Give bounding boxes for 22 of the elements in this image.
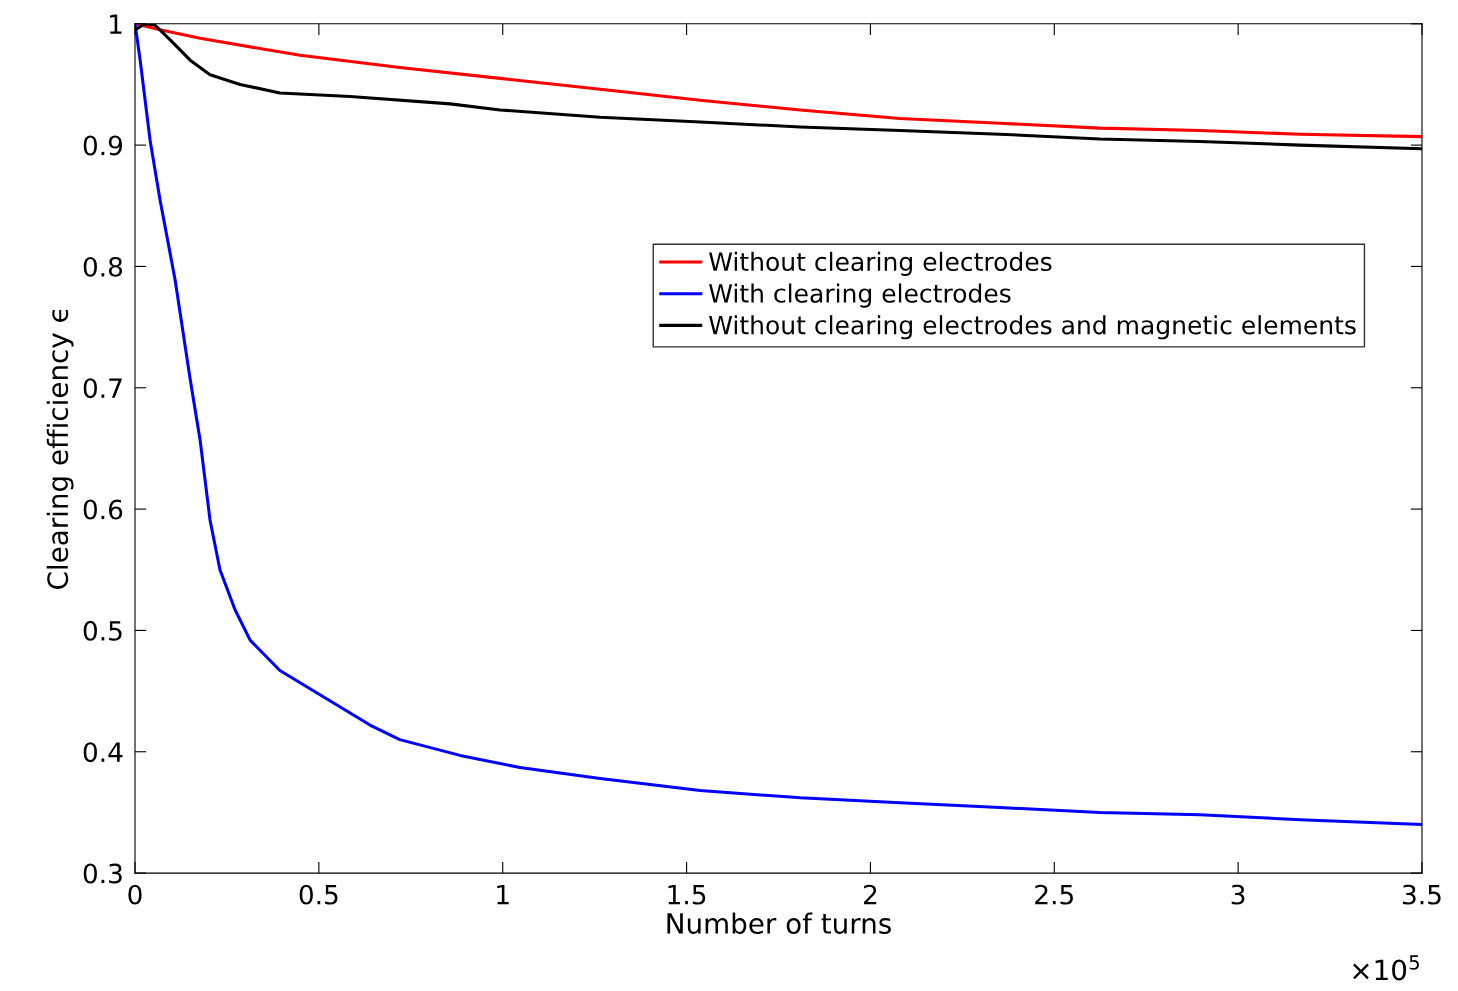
x-tick-label: 1.5 — [668, 884, 706, 905]
y-tick-label: 0.6 — [83, 499, 123, 520]
x-tick-label: 2 — [863, 884, 877, 905]
x-axis-title: Number of turns — [667, 912, 891, 934]
x-tick-label: 0.5 — [299, 884, 338, 905]
x-tick-label: 3 — [1231, 884, 1245, 905]
y-tick-label: 0.3 — [83, 863, 122, 884]
y-tick-label: 0.8 — [83, 256, 123, 277]
legend-label: Without clearing electrodes and magnetic elements — [709, 315, 1356, 340]
text: ×10$^{5}$ — [1353, 955, 1419, 981]
x-tick-label: 3.5 — [1403, 884, 1441, 905]
x-tick-label: 1 — [497, 884, 509, 905]
y-tick-label: 1 — [110, 14, 122, 34]
y-tick-label: 0.5 — [83, 620, 122, 641]
y-tick-label: 0.9 — [83, 135, 123, 156]
y-tick-label: 0.4 — [83, 742, 123, 763]
y-axis-title: Clearing efficiency ϵ — [46, 310, 74, 589]
x-tick-label: 0 — [128, 884, 142, 905]
legend-label: Without clearing electrodes — [709, 251, 1052, 276]
x-tick-label: 2.5 — [1035, 884, 1073, 905]
y-tick-label: 0.7 — [83, 378, 122, 399]
legend-label: With clearing electrodes — [709, 283, 1011, 308]
